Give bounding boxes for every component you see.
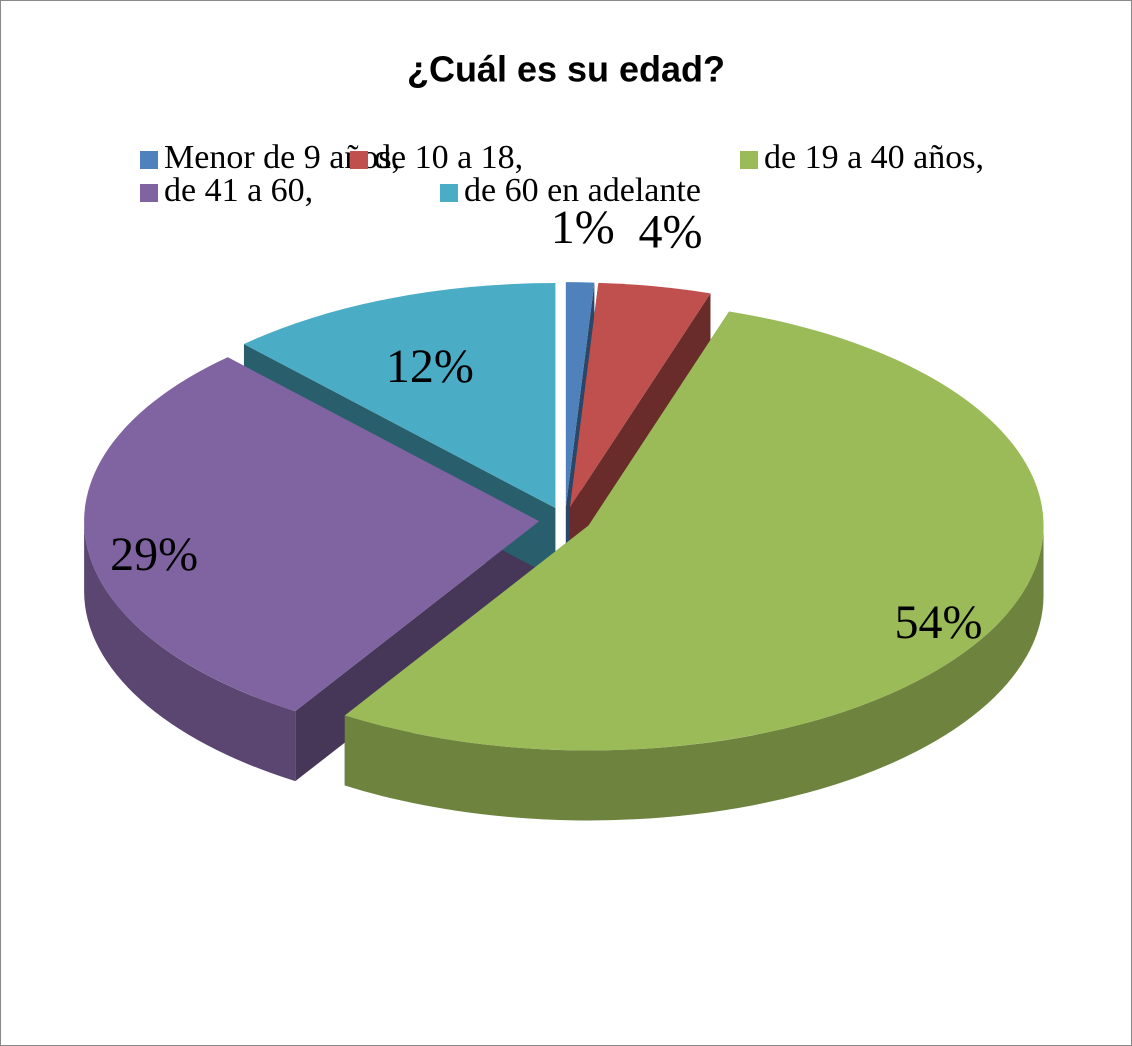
legend-swatch [140,184,158,202]
legend-swatch [740,151,758,169]
data-label: 29% [110,528,198,581]
data-label: 4% [638,206,702,259]
data-label: 1% [551,201,615,254]
data-label: 54% [894,596,982,649]
slice [565,282,595,508]
legend-label: de 41 a 60, [164,172,313,209]
chart-title: ¿Cuál es su edad? [407,49,725,90]
slice [344,311,1044,751]
slice [569,282,711,508]
legend-label: de 19 a 40 años, [764,139,984,176]
data-label: 12% [386,340,474,393]
legend-label: de 60 en adelante [464,172,701,209]
slice [243,283,556,509]
legend-swatch [350,151,368,169]
slice-wall [344,525,1044,821]
legend-label: de 10 a 18, [374,139,523,176]
slice-wall [84,521,296,782]
legend-swatch [440,184,458,202]
slice [84,357,540,712]
legend-swatch [140,151,158,169]
